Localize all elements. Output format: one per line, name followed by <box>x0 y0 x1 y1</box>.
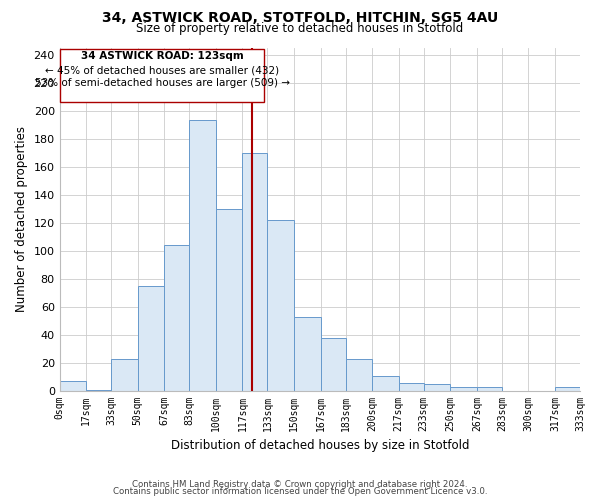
Bar <box>372 376 399 391</box>
Bar <box>399 382 424 391</box>
Bar <box>242 152 268 391</box>
Text: 53% of semi-detached houses are larger (509) →: 53% of semi-detached houses are larger (… <box>35 78 290 88</box>
Bar <box>138 286 164 391</box>
Y-axis label: Number of detached properties: Number of detached properties <box>15 126 28 312</box>
Bar <box>555 387 580 391</box>
Text: Size of property relative to detached houses in Stotfold: Size of property relative to detached ho… <box>136 22 464 35</box>
Bar <box>346 359 372 391</box>
Bar <box>477 387 502 391</box>
Text: 34 ASTWICK ROAD: 123sqm: 34 ASTWICK ROAD: 123sqm <box>80 52 244 62</box>
Text: Contains HM Land Registry data © Crown copyright and database right 2024.: Contains HM Land Registry data © Crown c… <box>132 480 468 489</box>
Bar <box>59 381 86 391</box>
Bar <box>216 209 242 391</box>
Bar <box>320 338 346 391</box>
Bar <box>111 359 138 391</box>
Bar <box>268 220 294 391</box>
Bar <box>164 245 190 391</box>
Text: 34, ASTWICK ROAD, STOTFOLD, HITCHIN, SG5 4AU: 34, ASTWICK ROAD, STOTFOLD, HITCHIN, SG5… <box>102 11 498 25</box>
Bar <box>424 384 451 391</box>
Bar <box>294 316 320 391</box>
X-axis label: Distribution of detached houses by size in Stotfold: Distribution of detached houses by size … <box>170 440 469 452</box>
Bar <box>451 387 477 391</box>
Text: ← 45% of detached houses are smaller (432): ← 45% of detached houses are smaller (43… <box>45 66 279 76</box>
Text: Contains public sector information licensed under the Open Government Licence v3: Contains public sector information licen… <box>113 488 487 496</box>
Bar <box>86 390 111 391</box>
Bar <box>190 120 216 391</box>
